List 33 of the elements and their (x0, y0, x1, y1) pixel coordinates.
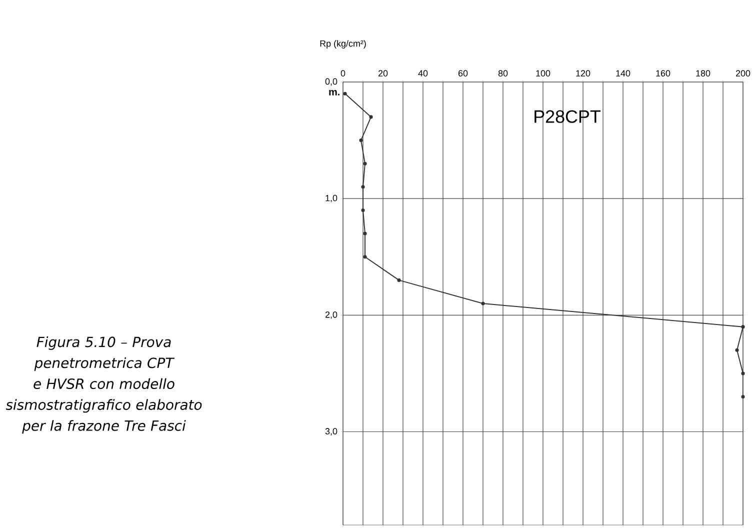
y-tick-label: 0,0 (325, 78, 338, 86)
point (369, 115, 373, 119)
x-tick-label: 140 (616, 70, 630, 76)
point (735, 348, 739, 352)
x-tick-label: 120 (576, 70, 590, 76)
y-tick-label: 1,0 (326, 194, 338, 202)
point (397, 278, 401, 282)
annotation: P28CPT (534, 110, 600, 123)
x-tick-label: 0 (340, 70, 346, 76)
x-axis-title: Rp (kg/cm²) (320, 40, 366, 48)
point (361, 208, 365, 212)
x-tick-label: 20 (378, 70, 388, 76)
x-tick-label: 100 (536, 70, 550, 76)
point (361, 185, 365, 189)
x-tick-label: 40 (418, 70, 428, 76)
point (359, 138, 363, 142)
y-tick-label: 2,0 (325, 311, 338, 319)
x-tick-label: 200 (736, 70, 750, 76)
text: Figura 5.10 – Prova penetrometrica CPT e HVSR con modello sismostratigrafico elaborato per la frazone Tre Fasci (6, 336, 202, 434)
point (363, 232, 367, 236)
y-tick-label: 3,0 (325, 428, 338, 436)
point (741, 325, 745, 329)
y-axis-title: m. (329, 90, 340, 96)
point (481, 302, 485, 306)
point (741, 372, 745, 376)
point (363, 162, 367, 166)
point (363, 255, 367, 259)
x-tick-label: 60 (458, 70, 468, 76)
point (741, 394, 745, 399)
x-tick-label: 80 (498, 70, 508, 76)
x-tick-label: 180 (696, 70, 710, 76)
point (343, 92, 347, 96)
x-tick-label: 160 (656, 70, 670, 76)
